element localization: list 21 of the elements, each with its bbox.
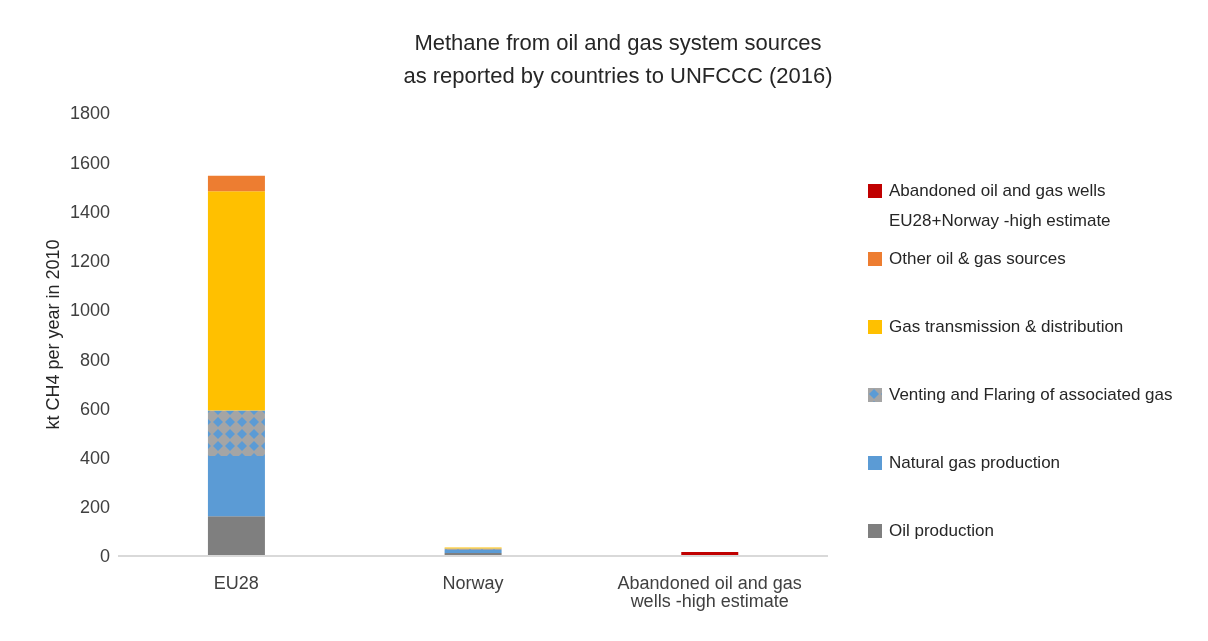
y-tick-label: 1000 bbox=[69, 300, 110, 321]
legend-label: Gas transmission & distribution bbox=[889, 316, 1125, 338]
y-tick-label: 800 bbox=[79, 349, 110, 370]
y-tick-label: 1400 bbox=[69, 201, 110, 222]
legend-label: Venting and Flaring of associated gas bbox=[889, 384, 1174, 406]
x-tick-label: EU28 bbox=[213, 572, 259, 593]
chart-title: Methane from oil and gas system sources as reported by countries to UNFCCC (2016) bbox=[402, 29, 834, 90]
y-tick-label: 0 bbox=[99, 546, 110, 567]
y-axis-title: kt CH4 per year in 2010 bbox=[43, 239, 64, 430]
y-tick-label: 400 bbox=[79, 447, 110, 468]
x-tick-label: Norway bbox=[442, 572, 504, 593]
y-tick-label: 1800 bbox=[69, 103, 110, 124]
legend-label: Natural gas production bbox=[889, 452, 1062, 474]
y-tick-label: 1200 bbox=[69, 251, 110, 272]
y-tick-label: 600 bbox=[79, 398, 110, 419]
y-tick-label: 1600 bbox=[69, 152, 110, 173]
x-tick-label: Abandoned oil and gas wells -high estimate bbox=[617, 572, 802, 611]
legend-label: Abandoned oil and gas wells EU28+Norway -high estimate bbox=[889, 180, 1112, 232]
legend-label: Other oil & gas sources bbox=[889, 248, 1067, 270]
y-tick-label: 200 bbox=[79, 497, 110, 518]
legend-label: Oil production bbox=[889, 520, 995, 542]
